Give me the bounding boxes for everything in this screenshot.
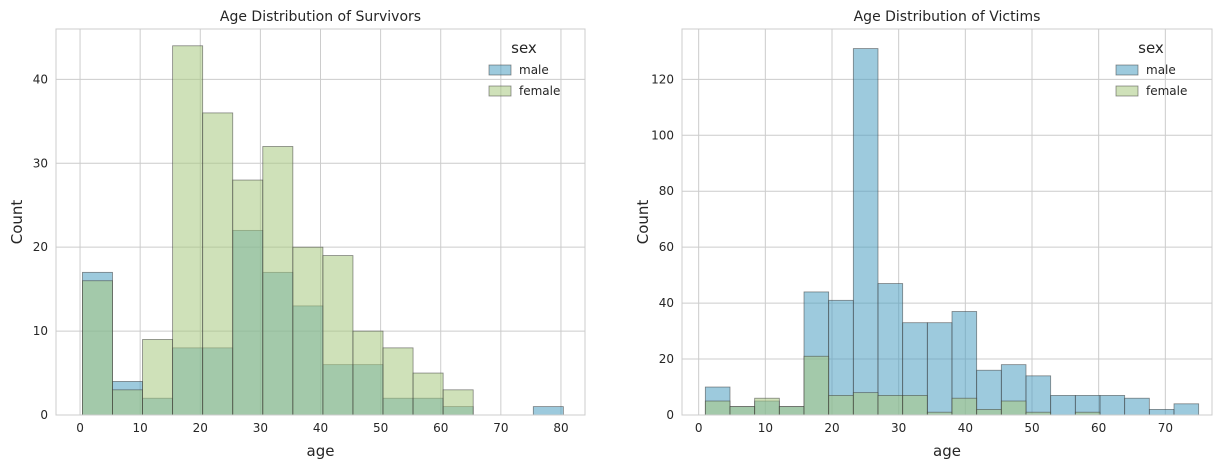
- y-axis-label: Count: [8, 200, 26, 245]
- x-tick-label: 20: [193, 421, 208, 435]
- y-axis-label: Count: [634, 200, 652, 245]
- x-tick-label: 20: [824, 421, 839, 435]
- y-tick-label: 60: [659, 240, 674, 254]
- axes-border: [55, 28, 586, 416]
- x-tick-label: 70: [1158, 421, 1173, 435]
- legend-label-male: male: [519, 63, 549, 77]
- bar-female: [951, 397, 978, 416]
- y-tick-label: 0: [40, 408, 48, 422]
- bar-female: [704, 400, 731, 416]
- legend-swatch-female: [488, 85, 512, 97]
- bar-female: [412, 372, 444, 416]
- grid: [56, 29, 585, 416]
- bar-female: [202, 112, 234, 416]
- bar-male: [926, 322, 953, 416]
- bar-female: [382, 347, 414, 416]
- chart-title: Age Distribution of Survivors: [220, 9, 421, 25]
- bar-female: [729, 406, 756, 416]
- bar-female: [976, 409, 1002, 416]
- x-tick-label: 30: [891, 421, 906, 435]
- x-tick-label: 40: [958, 421, 973, 435]
- bar-male: [1173, 403, 1200, 416]
- x-tick-label: 10: [758, 421, 773, 435]
- x-tick-label: 50: [373, 421, 388, 435]
- bar-female: [778, 406, 805, 416]
- bar-female: [292, 246, 324, 416]
- legend-swatch-female: [1115, 85, 1139, 97]
- bar-female: [262, 146, 294, 416]
- y-tick-label: 0: [666, 408, 674, 422]
- bar-male: [951, 311, 978, 416]
- bar-female: [852, 392, 879, 416]
- y-tick-label: 80: [659, 184, 674, 198]
- legend-title: sex: [1138, 39, 1164, 57]
- ticks: 0 10 20 30 40 50 60 70 80 0 10 20 30 40: [33, 72, 569, 435]
- axes-frame: [681, 28, 1213, 416]
- bar-female: [172, 45, 204, 416]
- x-axis-label: age: [307, 442, 335, 460]
- y-tick-label: 20: [33, 240, 48, 254]
- x-tick-label: 0: [695, 421, 703, 435]
- y-tick-label: 120: [651, 72, 674, 86]
- x-tick-label: 30: [253, 421, 268, 435]
- bar-female: [232, 179, 264, 416]
- bar-male: [976, 369, 1002, 416]
- x-tick-label: 60: [433, 421, 448, 435]
- bars: [82, 45, 564, 416]
- y-tick-label: 20: [659, 352, 674, 366]
- bar-male: [1148, 409, 1175, 416]
- ticks: 0 10 20 30 40 50 60 70 0 20 40 60 80 100 120: [651, 72, 1173, 435]
- bar-female: [754, 397, 780, 416]
- x-tick-label: 40: [313, 421, 328, 435]
- legend: sex male female: [1115, 39, 1187, 98]
- x-tick-label: 60: [1091, 421, 1106, 435]
- bar-male: [1025, 375, 1052, 416]
- bar-female: [352, 330, 384, 416]
- legend-swatch-male: [1115, 64, 1139, 76]
- bar-female: [1000, 400, 1027, 416]
- bar-female: [82, 280, 113, 416]
- axes-frame: [55, 28, 586, 416]
- x-axis-label: age: [933, 442, 961, 460]
- victims-panel: 0 10 20 30 40 50 60 70 0 20 40 60 80 100 120 Age Distr…: [634, 9, 1213, 460]
- y-tick-label: 40: [33, 72, 48, 86]
- x-tick-label: 50: [1024, 421, 1039, 435]
- bar-female: [902, 395, 928, 416]
- bar-female: [877, 395, 904, 416]
- bar-male: [532, 406, 564, 416]
- x-tick-label: 70: [493, 421, 508, 435]
- bar-female: [322, 255, 354, 416]
- bar-female: [442, 389, 474, 416]
- legend: sex male female: [488, 39, 560, 98]
- y-tick-label: 10: [33, 324, 48, 338]
- chart-title: Age Distribution of Victims: [854, 9, 1041, 25]
- legend-label-female: female: [519, 84, 560, 98]
- x-tick-label: 0: [76, 421, 84, 435]
- bar-male: [852, 48, 879, 416]
- x-tick-label: 10: [133, 421, 148, 435]
- bars: [704, 48, 1200, 416]
- grid: [682, 29, 1212, 416]
- bar-male: [1099, 395, 1126, 416]
- legend-label-female: female: [1146, 84, 1187, 98]
- bar-male: [1050, 395, 1076, 416]
- bar-female: [828, 395, 854, 416]
- legend-label-male: male: [1146, 63, 1176, 77]
- bar-female: [112, 389, 143, 416]
- y-tick-label: 100: [651, 128, 674, 142]
- y-tick-label: 30: [33, 156, 48, 170]
- legend-swatch-male: [488, 64, 512, 76]
- axes-border: [681, 28, 1213, 416]
- y-tick-label: 40: [659, 296, 674, 310]
- x-tick-label: 80: [553, 421, 568, 435]
- bar-female: [803, 355, 830, 416]
- bar-male: [1124, 397, 1150, 416]
- legend-title: sex: [511, 39, 537, 57]
- bar-female: [142, 339, 174, 416]
- survivors-panel: 0 10 20 30 40 50 60 70 80 0 10 20 30 40 Age Distribut…: [8, 9, 586, 460]
